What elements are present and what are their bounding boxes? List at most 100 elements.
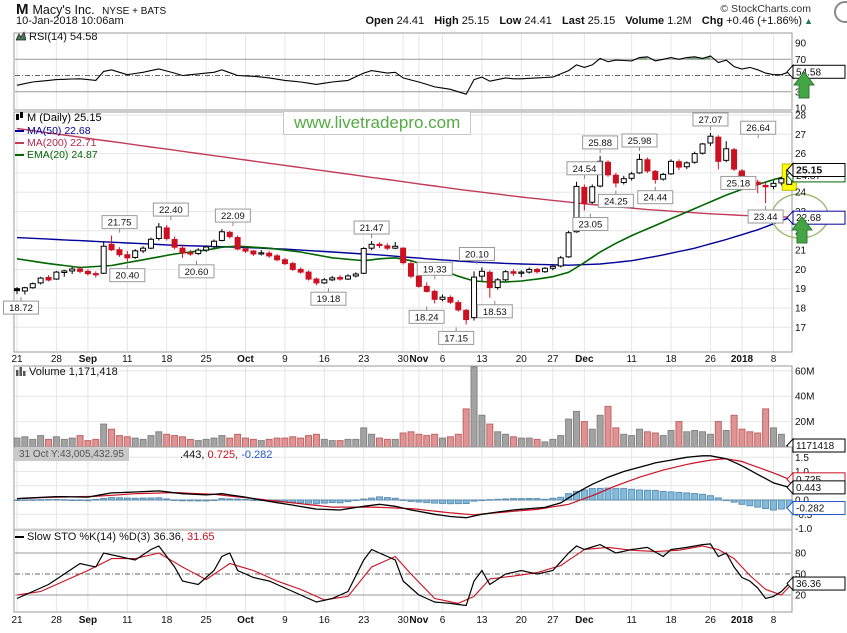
svg-text:23: 23: [358, 615, 370, 626]
svg-text:60M: 60M: [795, 366, 814, 377]
ma50-label: MA(50) 22.68: [27, 125, 91, 137]
volume-value: 1.2M: [667, 15, 692, 27]
svg-text:80: 80: [795, 549, 807, 560]
last-label: Last: [561, 15, 585, 27]
svg-text:23.44: 23.44: [754, 212, 778, 223]
svg-text:20: 20: [795, 265, 807, 276]
svg-text:24.44: 24.44: [643, 193, 667, 204]
svg-text:18: 18: [795, 304, 807, 315]
svg-text:20M: 20M: [795, 417, 814, 428]
svg-text:-0.5: -0.5: [795, 510, 813, 521]
svg-text:18: 18: [161, 615, 173, 626]
svg-text:20.10: 20.10: [465, 249, 489, 260]
high-value: 25.15: [461, 15, 490, 27]
svg-text:11: 11: [626, 615, 637, 626]
svg-text:22.09: 22.09: [221, 211, 245, 222]
svg-text:11: 11: [626, 354, 637, 365]
svg-text:27.07: 27.07: [699, 115, 723, 126]
svg-text:6: 6: [440, 354, 446, 365]
macd-hist-value: -0.282: [241, 449, 273, 461]
svg-text:25.98: 25.98: [628, 136, 652, 147]
volume-panel: 60M 40M 20M 1171418: [13, 365, 846, 454]
svg-text:23.05: 23.05: [578, 220, 602, 231]
svg-text:50: 50: [795, 570, 807, 581]
svg-text:27: 27: [795, 130, 807, 141]
svg-text:Dec: Dec: [575, 354, 594, 365]
svg-text:8: 8: [771, 354, 777, 365]
svg-text:19: 19: [795, 284, 807, 295]
low-value: 24.41: [524, 15, 552, 27]
ma200-label: MA(200) 22.71: [27, 137, 97, 149]
svg-text:20.60: 20.60: [185, 267, 209, 278]
ma200-line-icon: [15, 142, 24, 145]
copyright: © StockCharts.com: [720, 3, 811, 15]
macd-legend: .443, 0.725, -0.282: [180, 449, 272, 461]
svg-text:18.72: 18.72: [9, 303, 33, 314]
price-legend: M (Daily) 25.15 MA(50) 22.68 MA(200) 22.…: [15, 112, 102, 161]
svg-text:25.15: 25.15: [796, 165, 822, 177]
low-label: Low: [499, 15, 522, 27]
svg-text:22.40: 22.40: [159, 205, 183, 216]
svg-text:-0.282: -0.282: [796, 504, 825, 515]
svg-text:18: 18: [665, 615, 677, 626]
svg-text:6: 6: [440, 615, 446, 626]
company-name: Macy's Inc.: [32, 3, 95, 17]
svg-text:-1.0: -1.0: [795, 524, 813, 535]
svg-text:0.0: 0.0: [795, 496, 809, 507]
svg-text:17: 17: [795, 323, 807, 334]
last-value: 25.15: [587, 15, 616, 27]
open-value: 24.41: [396, 15, 425, 27]
svg-text:Sep: Sep: [79, 354, 97, 365]
svg-text:1.5: 1.5: [795, 453, 809, 464]
svg-text:20.40: 20.40: [115, 271, 139, 282]
rsi-legend-label: RSI(14) 54.58: [29, 31, 98, 43]
svg-text:0.725: 0.725: [796, 475, 821, 486]
rsi-legend: RSI(14) 54.58: [15, 31, 98, 44]
svg-text:21.75: 21.75: [108, 218, 132, 229]
rsi-panel: 9070301054.58: [13, 32, 846, 115]
svg-text:Dec: Dec: [575, 615, 594, 626]
macd-signal-value: 0.725,: [207, 449, 239, 461]
candlestick-icon: [15, 112, 24, 125]
change-up-icon: ▲: [804, 16, 813, 26]
chart-datetime: 10-Jan-2018 10:06am: [16, 15, 124, 27]
ma50-line-icon: [15, 130, 24, 133]
price-title: M (Daily) 25.15: [27, 112, 102, 124]
svg-text:16: 16: [319, 615, 331, 626]
svg-text:20: 20: [795, 591, 807, 602]
svg-text:26.64: 26.64: [746, 123, 770, 134]
svg-text:21.47: 21.47: [360, 223, 384, 234]
chg-label: Chg: [701, 15, 724, 27]
svg-text:17.15: 17.15: [444, 333, 468, 344]
svg-text:18.53: 18.53: [483, 307, 507, 318]
svg-text:21: 21: [11, 354, 23, 365]
svg-text:28: 28: [795, 111, 807, 122]
hover-tooltip: 31 Oct Y:43,005,432.95: [14, 448, 129, 461]
svg-text:20: 20: [516, 615, 528, 626]
volume-legend: Volume 1,171,418: [16, 366, 118, 379]
svg-text:21: 21: [795, 246, 807, 257]
svg-text:18.24: 18.24: [415, 312, 439, 323]
svg-text:1171418: 1171418: [796, 441, 835, 452]
svg-text:11: 11: [122, 615, 133, 626]
svg-text:28: 28: [51, 354, 63, 365]
svg-text:18: 18: [161, 354, 173, 365]
open-label: Open: [365, 15, 394, 27]
svg-text:13: 13: [476, 354, 488, 365]
svg-text:54.58: 54.58: [796, 67, 821, 78]
bar-chart-icon: [16, 366, 26, 379]
chg-value: +0.46 (+1.86%): [726, 15, 803, 27]
svg-text:0.443: 0.443: [796, 483, 821, 494]
svg-text:26: 26: [705, 354, 717, 365]
svg-text:24.25: 24.25: [604, 196, 628, 207]
macd-value: .443,: [180, 449, 205, 461]
svg-text:8: 8: [771, 615, 777, 626]
svg-text:11: 11: [122, 354, 133, 365]
svg-text:20: 20: [516, 354, 528, 365]
svg-text:Sep: Sep: [79, 615, 97, 626]
svg-text:40M: 40M: [795, 392, 814, 403]
volume-label: Volume: [625, 15, 665, 27]
